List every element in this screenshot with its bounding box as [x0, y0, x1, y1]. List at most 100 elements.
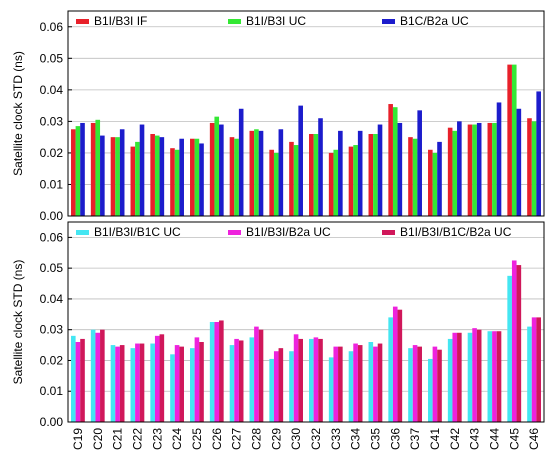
y-tick-label: 0.01	[40, 177, 64, 191]
bar-C22-B1I-B3I-B2a-UC	[135, 343, 140, 422]
x-tick-label: C24	[170, 428, 184, 450]
bar-C28-B1I-B3I-UC	[254, 129, 259, 216]
y-tick-label: 0.01	[40, 384, 64, 398]
plot-frame	[67, 221, 545, 423]
bar-C45-B1I-B3I-UC	[511, 64, 517, 216]
bar-C22-B1C-B2a-UC	[139, 124, 145, 216]
bar-C46-B1I-B3I-IF	[527, 118, 532, 216]
y-tick-label: 0.06	[40, 20, 64, 34]
bar-C44-B1I-B3I-IF	[487, 122, 493, 216]
bar-C34-B1I-B3I-UC	[353, 145, 358, 216]
bar-C32-B1C-B2a-UC	[318, 118, 323, 216]
bar-C19-B1I-B3I-B2a-UC	[75, 342, 81, 422]
bar-C19-B1I-B3I-B1C-UC	[71, 335, 76, 422]
y-tick-label: 0.05	[40, 51, 64, 65]
bar-C34-B1I-B3I-IF	[348, 146, 354, 216]
bar-C23-B1I-B3I-B1C-UC	[150, 343, 155, 422]
x-tick-label: C35	[368, 428, 382, 450]
bar-C34-B1C-B2a-UC	[357, 130, 363, 216]
bar-C27-B1I-B3I-IF	[229, 137, 235, 216]
bar-C37-B1I-B3I-B1C-B2a-UC	[417, 346, 422, 422]
y-tick-label: 0.04	[40, 292, 64, 306]
bar-C36-B1I-B3I-B1C-B2a-UC	[397, 309, 403, 422]
bar-C25-B1C-B2a-UC	[199, 143, 204, 216]
y-axis-label: Satellite clock STD (ns)	[11, 51, 25, 176]
x-tick-label: C45	[507, 428, 521, 450]
legend-label: B1I/B3I UC	[246, 14, 306, 28]
bar-C26-B1I-B3I-UC	[214, 116, 220, 216]
legend-label: B1I/B3I/B2a UC	[246, 225, 331, 239]
y-tick-label: 0.02	[40, 146, 64, 160]
bar-C35-B1I-B3I-B1C-B2a-UC	[377, 343, 383, 422]
bar-C20-B1I-B3I-B1C-UC	[90, 329, 96, 422]
plot-frame	[67, 10, 545, 217]
bar-C30-B1I-B3I-UC	[293, 145, 299, 216]
bar-C41-B1I-B3I-B2a-UC	[432, 346, 438, 422]
bar-C33-B1I-B3I-B1C-UC	[328, 357, 334, 422]
bar-C28-B1I-B3I-B2a-UC	[254, 326, 259, 422]
x-tick-label: C26	[210, 428, 224, 450]
x-tick-label: C32	[309, 428, 323, 450]
bar-C45-B1C-B2a-UC	[516, 108, 522, 216]
bar-C22-B1I-B3I-UC	[135, 141, 140, 216]
bar-C25-B1I-B3I-IF	[190, 138, 195, 216]
legend-swatch	[382, 19, 395, 24]
bar-C21-B1C-B2a-UC	[119, 129, 125, 216]
bar-C43-B1I-B3I-B2a-UC	[472, 328, 477, 422]
bar-C45-B1I-B3I-B1C-B2a-UC	[516, 265, 522, 422]
bar-C19-B1I-B3I-IF	[71, 129, 76, 216]
bar-C27-B1C-B2a-UC	[238, 108, 244, 216]
bar-C36-B1C-B2a-UC	[397, 122, 403, 216]
bar-C29-B1I-B3I-B2a-UC	[273, 351, 279, 422]
bar-C44-B1I-B3I-B2a-UC	[492, 331, 497, 422]
x-tick-label: C41	[428, 428, 442, 450]
bar-C30-B1I-B3I-B2a-UC	[293, 334, 299, 422]
bar-C19-B1C-B2a-UC	[80, 122, 85, 216]
bar-C37-B1I-B3I-IF	[408, 137, 413, 216]
x-tick-label: C20	[91, 428, 105, 450]
bar-C23-B1I-B3I-B1C-B2a-UC	[159, 334, 165, 422]
x-tick-label: C27	[230, 428, 244, 450]
bar-C33-B1I-B3I-UC	[333, 149, 339, 216]
bar-C43-B1C-B2a-UC	[476, 122, 482, 216]
bar-C35-B1I-B3I-B1C-UC	[368, 342, 374, 422]
bar-C42-B1I-B3I-B1C-B2a-UC	[457, 332, 462, 422]
bar-C32-B1I-B3I-UC	[313, 134, 319, 216]
y-tick-label: 0.00	[40, 209, 64, 223]
x-tick-label: C23	[150, 428, 164, 450]
bar-C26-B1I-B3I-B1C-UC	[209, 322, 215, 422]
bar-C32-B1I-B3I-IF	[309, 134, 314, 216]
x-tick-label: C44	[487, 428, 501, 450]
x-tick-label: C43	[468, 428, 482, 450]
legend-label: B1C/B2a UC	[400, 14, 469, 28]
bar-C33-B1I-B3I-IF	[328, 152, 334, 216]
bar-C42-B1I-B3I-UC	[452, 130, 458, 216]
legend-swatch	[76, 19, 89, 24]
x-tick-label: C28	[249, 428, 263, 450]
bar-C33-B1I-B3I-B2a-UC	[333, 346, 339, 422]
x-tick-label: C22	[130, 428, 144, 450]
bar-C36-B1I-B3I-UC	[392, 107, 398, 216]
bar-C33-B1I-B3I-B1C-B2a-UC	[338, 346, 343, 422]
bar-C32-B1I-B3I-B1C-B2a-UC	[318, 338, 323, 422]
bar-C27-B1I-B3I-B2a-UC	[234, 338, 239, 422]
bar-C29-B1I-B3I-IF	[269, 149, 274, 216]
legend-swatch	[228, 19, 241, 24]
bar-C23-B1I-B3I-UC	[154, 135, 160, 216]
chart-panel-1: 0.00 0.01 0.02 0.03 0.04 0.05 0.06 Satellite cl…	[11, 10, 545, 223]
bar-C23-B1C-B2a-UC	[159, 137, 165, 216]
bar-C28-B1I-B3I-IF	[249, 130, 255, 216]
bar-C29-B1C-B2a-UC	[278, 129, 284, 216]
bar-C34-B1I-B3I-B2a-UC	[353, 343, 358, 422]
bar-C46-B1I-B3I-B1C-B2a-UC	[536, 317, 541, 422]
bar-C41-B1I-B3I-IF	[428, 149, 433, 216]
bar-C24-B1I-B3I-UC	[174, 149, 180, 216]
bar-C45-B1I-B3I-B2a-UC	[511, 260, 517, 422]
bar-C42-B1C-B2a-UC	[457, 121, 462, 216]
bar-C22-B1I-B3I-B1C-B2a-UC	[139, 343, 145, 422]
bar-C45-B1I-B3I-IF	[507, 64, 512, 216]
x-tick-label: C37	[408, 428, 422, 450]
bar-C43-B1I-B3I-B1C-B2a-UC	[476, 329, 482, 422]
bar-C46-B1I-B3I-UC	[531, 121, 537, 216]
bar-C30-B1C-B2a-UC	[298, 105, 303, 216]
